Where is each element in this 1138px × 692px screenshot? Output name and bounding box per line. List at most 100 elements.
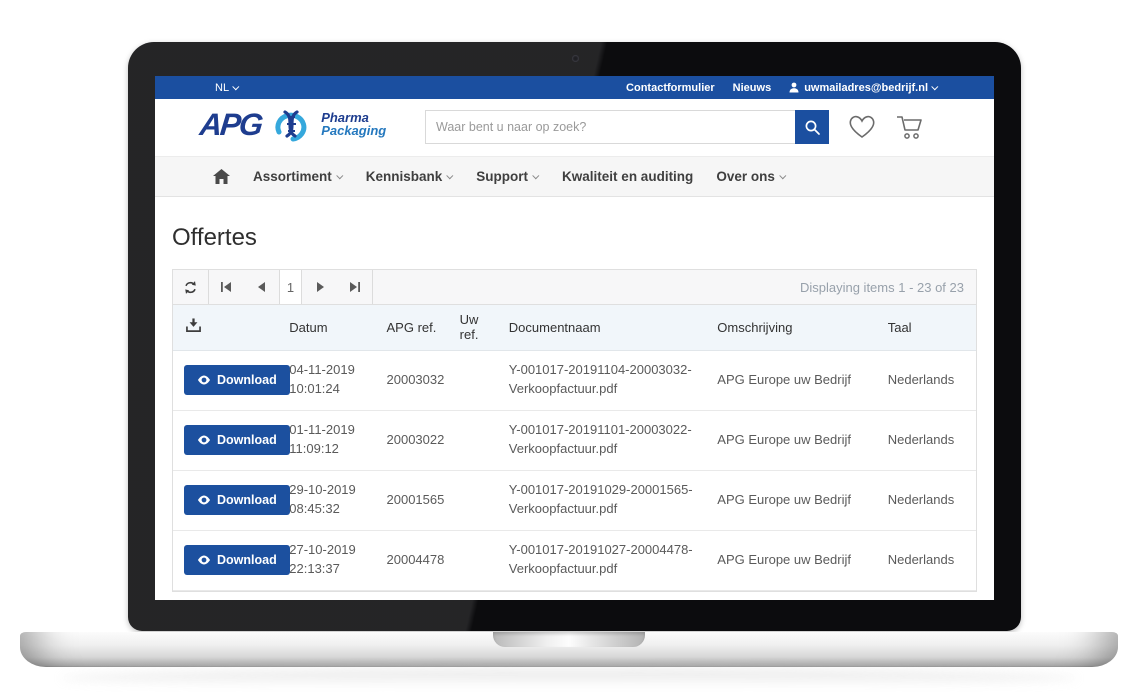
first-page-button[interactable] (209, 270, 244, 304)
wishlist-button[interactable] (848, 114, 876, 145)
main-nav: Assortiment Kennisbank Support Kwaliteit… (155, 156, 994, 197)
toolbar-divider (208, 270, 209, 304)
cell-uw-ref (455, 410, 505, 471)
column-taal: Taal (883, 305, 976, 351)
download-button-label: Download (217, 373, 277, 387)
shopping-cart-icon (897, 116, 922, 139)
nav-kennisbank[interactable]: Kennisbank (366, 169, 454, 184)
cell-datum: 01-11-2019 11:09:12 (285, 410, 383, 471)
download-button-label: Download (217, 433, 277, 447)
company-logo[interactable]: APG Pharma Packaging (198, 106, 387, 142)
topbar-link-nieuws[interactable]: Nieuws (732, 81, 772, 94)
cell-documentnaam: Y-001017-20191029-20001565-Verkoopfactuu… (504, 470, 714, 531)
laptop-base (20, 632, 1118, 667)
column-download (173, 305, 286, 351)
cell-documentnaam: Y-001017-20191104-20003032-Verkoopfactuu… (504, 350, 714, 411)
previous-page-button[interactable] (244, 270, 279, 304)
chevron-down-icon (232, 83, 240, 91)
webcam-dot (571, 55, 579, 62)
laptop-frame: NL Contactformulier Nieuws uwmailadres@b… (128, 42, 1021, 631)
nav-item-label: Support (476, 169, 529, 184)
download-button[interactable]: Download (184, 485, 290, 515)
laptop-reflection (60, 669, 1078, 687)
toolbar-divider (372, 270, 373, 304)
cell-uw-ref (455, 350, 505, 411)
search-input[interactable] (425, 110, 795, 144)
current-page-indicator[interactable]: 1 (279, 270, 302, 304)
cell-taal: Nederlands (883, 530, 976, 591)
download-button-label: Download (217, 493, 277, 507)
topbar-link-contactformulier[interactable]: Contactformulier (626, 81, 715, 94)
search-button[interactable] (795, 110, 829, 144)
logo-apg-text: APG (198, 106, 264, 142)
documents-table: Datum APG ref. Uw ref. Documentnaam Omsc… (173, 305, 976, 591)
cell-taal: Nederlands (883, 410, 976, 471)
nav-support[interactable]: Support (476, 169, 540, 184)
nav-item-label: Over ons (716, 169, 775, 184)
logo-tagline-pharma: Pharma (321, 110, 369, 125)
download-button[interactable]: Download (184, 425, 290, 455)
table-row: Download 01-11-2019 11:09:12 20003022 Y-… (173, 410, 976, 471)
nav-item-label: Kwaliteit en auditing (562, 169, 694, 184)
cell-datum: 04-11-2019 10:01:24 (285, 350, 383, 411)
nav-item-label: Assortiment (253, 169, 332, 184)
download-button[interactable]: Download (184, 545, 290, 575)
table-row: Download 04-11-2019 10:01:24 20003032 Y-… (173, 350, 976, 411)
table-header-row: Datum APG ref. Uw ref. Documentnaam Omsc… (173, 305, 976, 351)
eye-icon (198, 435, 210, 445)
heart-icon (849, 115, 875, 138)
column-uw-ref: Uw ref. (455, 305, 505, 351)
site-header: APG Pharma Packaging (155, 99, 994, 156)
cart-button[interactable] (895, 114, 925, 146)
nav-item-label: Kennisbank (365, 169, 443, 184)
cell-apg-ref: 20003032 (382, 350, 456, 411)
eye-icon (198, 375, 210, 385)
cell-uw-ref (455, 530, 505, 591)
language-selector[interactable]: NL (215, 81, 240, 94)
next-page-icon (316, 282, 324, 292)
language-label: NL (215, 81, 230, 94)
download-button[interactable]: Download (184, 365, 290, 395)
chevron-down-icon (336, 172, 344, 180)
column-documentnaam: Documentnaam (504, 305, 714, 351)
browser-screen: NL Contactformulier Nieuws uwmailadres@b… (155, 76, 994, 600)
page-content: Offertes (155, 224, 994, 592)
cell-apg-ref: 20004478 (382, 530, 456, 591)
nav-kwaliteit-en-auditing[interactable]: Kwaliteit en auditing (562, 169, 693, 184)
chevron-down-icon (779, 172, 787, 180)
cell-omschrijving: APG Europe uw Bedrijf (713, 350, 884, 411)
last-page-button[interactable] (337, 270, 372, 304)
cell-apg-ref: 20003022 (382, 410, 456, 471)
user-account-menu[interactable]: uwmailadres@bedrijf.nl (789, 81, 939, 94)
dna-helix-icon (275, 110, 307, 142)
download-icon (186, 318, 201, 333)
nav-home[interactable] (213, 169, 230, 184)
home-icon (213, 169, 230, 184)
chevron-down-icon (532, 172, 540, 180)
download-button-label: Download (217, 553, 277, 567)
column-datum: Datum (285, 305, 383, 351)
cell-datum: 29-10-2019 08:45:32 (285, 470, 383, 531)
nav-assortiment[interactable]: Assortiment (253, 169, 344, 184)
user-email: uwmailadres@bedrijf.nl (804, 81, 928, 94)
cell-apg-ref: 20001565 (382, 470, 456, 531)
cell-documentnaam: Y-001017-20191101-20003022-Verkoopfactuu… (504, 410, 714, 471)
chevron-down-icon (931, 83, 939, 91)
eye-icon (198, 555, 210, 565)
topbar: NL Contactformulier Nieuws uwmailadres@b… (155, 76, 994, 99)
cell-datum: 27-10-2019 22:13:37 (285, 530, 383, 591)
refresh-button[interactable] (173, 270, 208, 304)
user-icon (789, 82, 799, 93)
column-apg-ref: APG ref. (382, 305, 456, 351)
paging-status: Displaying items 1 - 23 of 23 (799, 279, 964, 295)
nav-over-ons[interactable]: Over ons (716, 169, 787, 184)
next-page-button[interactable] (302, 270, 337, 304)
table-row: Download 27-10-2019 22:13:37 20004478 Y-… (173, 530, 976, 591)
cell-omschrijving: APG Europe uw Bedrijf (713, 470, 884, 531)
search-icon (805, 120, 820, 135)
first-page-icon (221, 282, 231, 292)
documents-grid: 1 Displaying items 1 - 23 of (172, 269, 977, 592)
refresh-icon (185, 280, 196, 294)
logo-tagline-packaging: Packaging (321, 123, 387, 138)
